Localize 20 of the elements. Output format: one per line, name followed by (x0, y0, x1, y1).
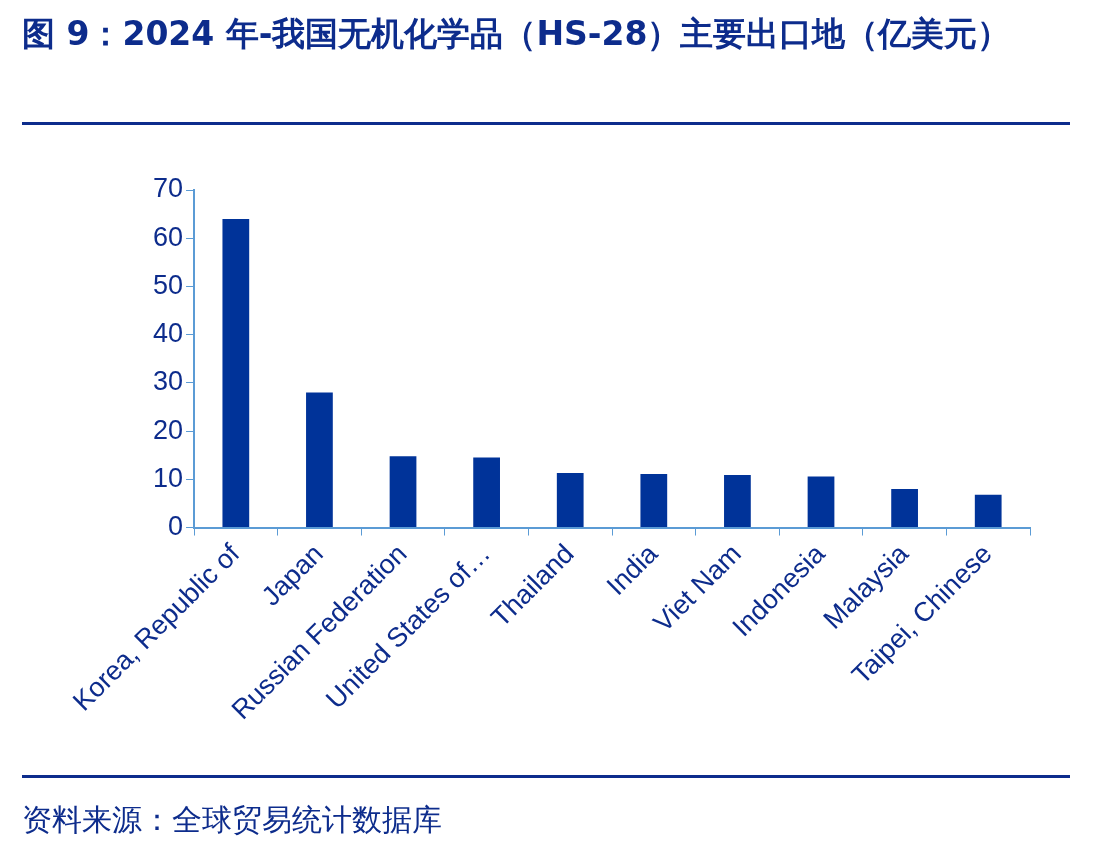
y-tick-label: 30 (152, 366, 184, 397)
y-tick-label: 0 (168, 510, 184, 541)
y-tick-label: 50 (152, 269, 184, 300)
bar (222, 218, 250, 528)
chart-title: 图 9：2024 年-我国无机化学品（HS-28）主要出口地（亿美元） (22, 13, 1012, 55)
bar (556, 473, 584, 528)
bar (807, 476, 835, 528)
bar (974, 494, 1002, 528)
bar (473, 457, 500, 528)
bar (306, 392, 333, 528)
y-tick-label: 20 (152, 414, 184, 445)
bar (640, 474, 668, 528)
bar (891, 488, 918, 528)
y-tick-label: 70 (152, 173, 184, 204)
y-tick-label: 40 (152, 318, 184, 349)
bar (724, 474, 751, 528)
text: 资料来源：全球贸易统计数据库 (22, 801, 442, 839)
bar (389, 456, 417, 528)
y-tick-label: 10 (152, 462, 184, 493)
y-tick-label: 60 (152, 221, 184, 252)
